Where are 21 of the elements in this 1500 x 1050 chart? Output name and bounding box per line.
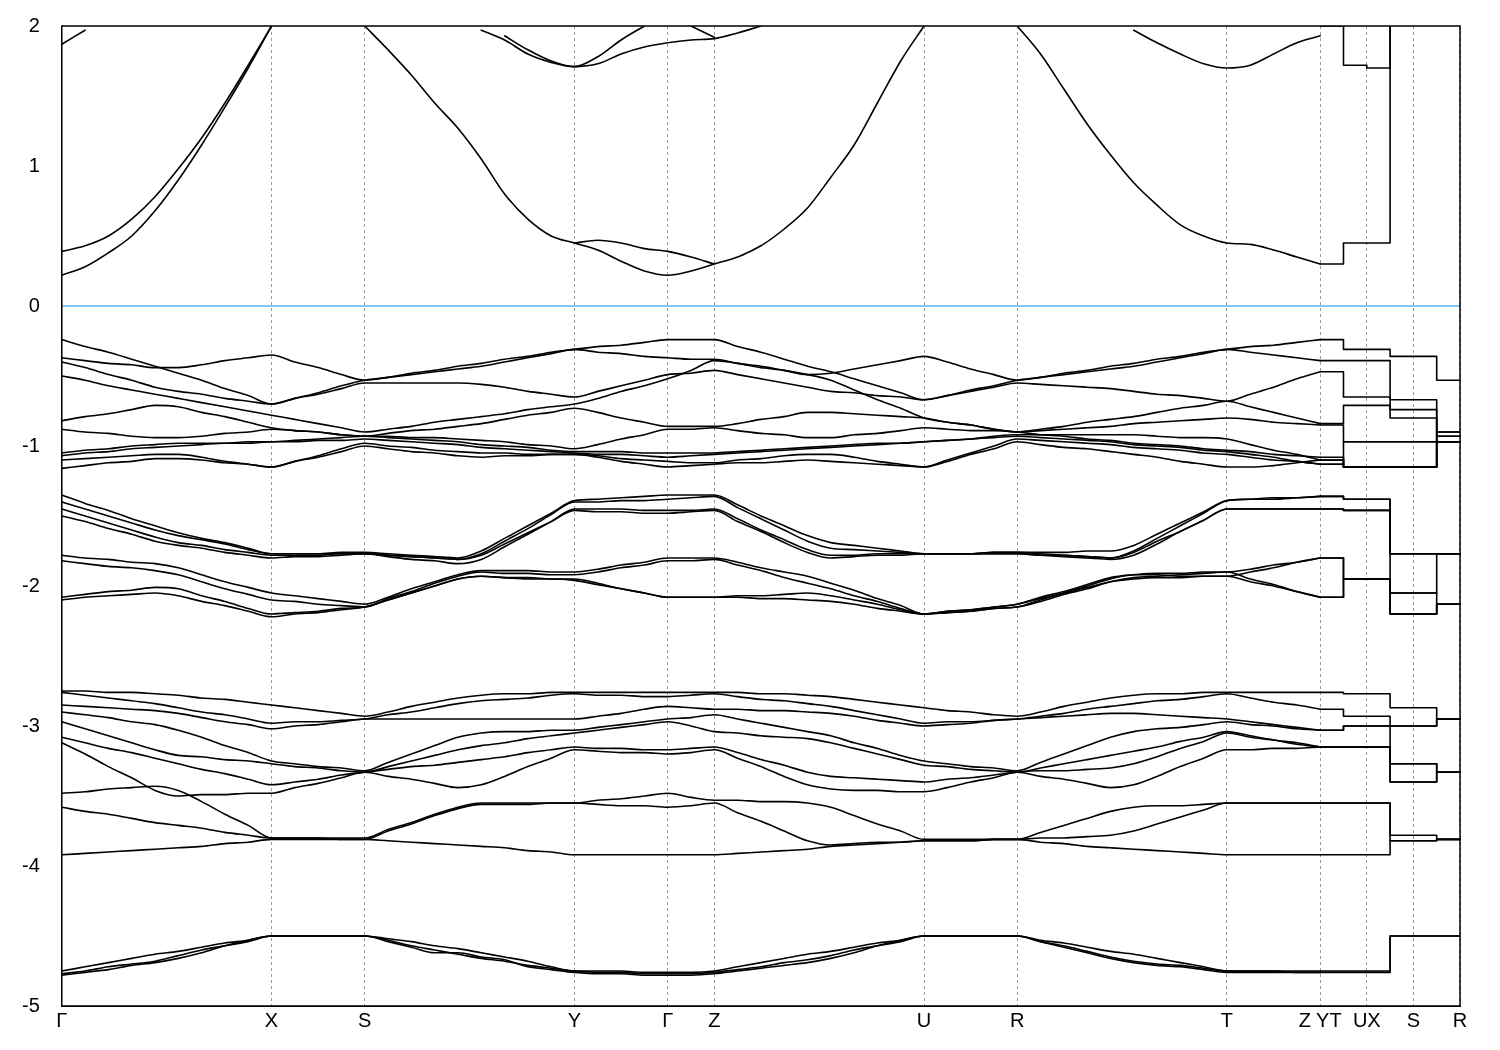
x-tick-label: R bbox=[1010, 1008, 1025, 1031]
y-tick-label: 0 bbox=[28, 293, 40, 316]
y-tick-label: 2 bbox=[28, 13, 40, 36]
x-tick-label: Γ bbox=[56, 1008, 68, 1031]
x-tick-label: U bbox=[916, 1008, 932, 1031]
x-tick-label: R bbox=[1452, 1008, 1468, 1031]
y-tick-label: -4 bbox=[21, 853, 40, 876]
y-tick-label: -2 bbox=[21, 573, 40, 596]
y-tick-label: 1 bbox=[28, 153, 40, 176]
y-tick-label: -1 bbox=[21, 433, 40, 456]
x-tick-label: Z YT bbox=[1298, 1008, 1342, 1031]
x-tick-label: Z bbox=[708, 1008, 721, 1031]
x-tick-label: S bbox=[358, 1008, 372, 1031]
x-tick-label: UX bbox=[1352, 1008, 1381, 1031]
y-tick-label: -3 bbox=[21, 713, 40, 736]
x-tick-label: Γ bbox=[662, 1008, 674, 1031]
y-tick-label: -5 bbox=[21, 993, 40, 1016]
x-tick-label: X bbox=[264, 1008, 279, 1031]
x-tick-label: S bbox=[1406, 1008, 1421, 1031]
x-tick-label: Y bbox=[567, 1008, 582, 1031]
x-tick-label: T bbox=[1220, 1008, 1234, 1031]
